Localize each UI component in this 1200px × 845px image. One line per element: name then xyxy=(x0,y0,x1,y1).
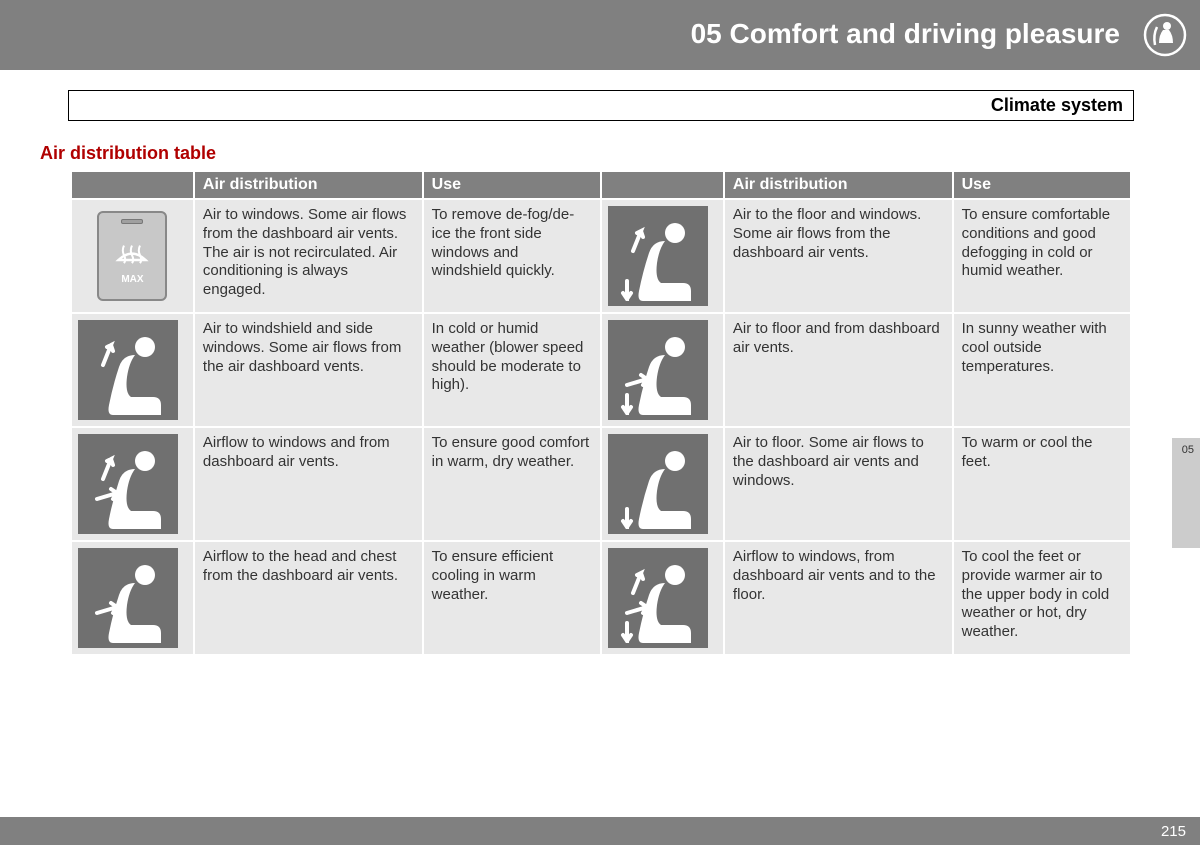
table-row: MAX Air to windows. Some air flows from … xyxy=(72,200,1130,312)
icon-cell xyxy=(602,314,723,426)
dist-cell: Air to windshield and side windows. Some… xyxy=(195,314,422,426)
seat-windshield-icon xyxy=(78,320,178,420)
seat-floor-windows-icon xyxy=(608,206,708,306)
use-cell: To warm or cool the feet. xyxy=(954,428,1130,540)
icon-cell xyxy=(72,314,193,426)
icon-cell xyxy=(72,428,193,540)
dist-cell: Air to floor and from dashboard air vent… xyxy=(725,314,952,426)
use-cell: In sunny weather with cool outside tempe… xyxy=(954,314,1130,426)
table-row: Airflow to the head and chest from the d… xyxy=(72,542,1130,654)
table-title: Air distribution table xyxy=(40,143,216,164)
dist-cell: Airflow to the head and chest from the d… xyxy=(195,542,422,654)
seat-floor-icon xyxy=(608,434,708,534)
col-header-icon xyxy=(72,172,193,198)
col-header-use: Use xyxy=(424,172,600,198)
max-defrost-icon: MAX xyxy=(97,211,167,301)
section-title: Climate system xyxy=(991,95,1123,115)
chapter-side-tab-label: 05 xyxy=(1182,444,1194,456)
table-row: Air to windshield and side windows. Some… xyxy=(72,314,1130,426)
col-header-icon xyxy=(602,172,723,198)
page-number: 215 xyxy=(1161,823,1186,840)
col-header-distribution: Air distribution xyxy=(725,172,952,198)
dist-cell: Airflow to windows and from dashboard ai… xyxy=(195,428,422,540)
icon-cell xyxy=(602,200,723,312)
use-cell: In cold or humid weather (blower speed s… xyxy=(424,314,600,426)
icon-cell xyxy=(602,428,723,540)
chapter-title: 05 Comfort and driving pleasure xyxy=(691,18,1120,50)
air-distribution-table: Air distribution Use Air distribution Us… xyxy=(70,170,1132,656)
col-header-use: Use xyxy=(954,172,1130,198)
icon-cell: MAX xyxy=(72,200,193,312)
dist-cell: Air to floor. Some air flows to the dash… xyxy=(725,428,952,540)
chapter-header-bar: 05 Comfort and driving pleasure xyxy=(0,0,1200,70)
seat-floor-dash-icon xyxy=(608,320,708,420)
table-header-row: Air distribution Use Air distribution Us… xyxy=(72,172,1130,198)
use-cell: To ensure comfortable conditions and goo… xyxy=(954,200,1130,312)
seat-all-icon xyxy=(608,548,708,648)
icon-cell xyxy=(602,542,723,654)
use-cell: To ensure good comfort in warm, dry weat… xyxy=(424,428,600,540)
use-cell: To remove de-fog/de-ice the front side w… xyxy=(424,200,600,312)
dist-cell: Airflow to windows, from dashboard air v… xyxy=(725,542,952,654)
use-cell: To ensure efficient cooling in warm weat… xyxy=(424,542,600,654)
seat-windshield-dash-icon xyxy=(78,434,178,534)
use-cell: To cool the feet or provide warmer air t… xyxy=(954,542,1130,654)
icon-cell xyxy=(72,542,193,654)
col-header-distribution: Air distribution xyxy=(195,172,422,198)
dist-cell: Air to the floor and windows. Some air f… xyxy=(725,200,952,312)
table-row: Airflow to windows and from dashboard ai… xyxy=(72,428,1130,540)
seat-face-icon xyxy=(78,548,178,648)
section-badge-icon xyxy=(1130,0,1200,70)
footer-bar: 215 xyxy=(0,817,1200,845)
max-label: MAX xyxy=(121,274,143,287)
dist-cell: Air to windows. Some air flows from the … xyxy=(195,200,422,312)
section-header-box: Climate system xyxy=(68,90,1134,121)
